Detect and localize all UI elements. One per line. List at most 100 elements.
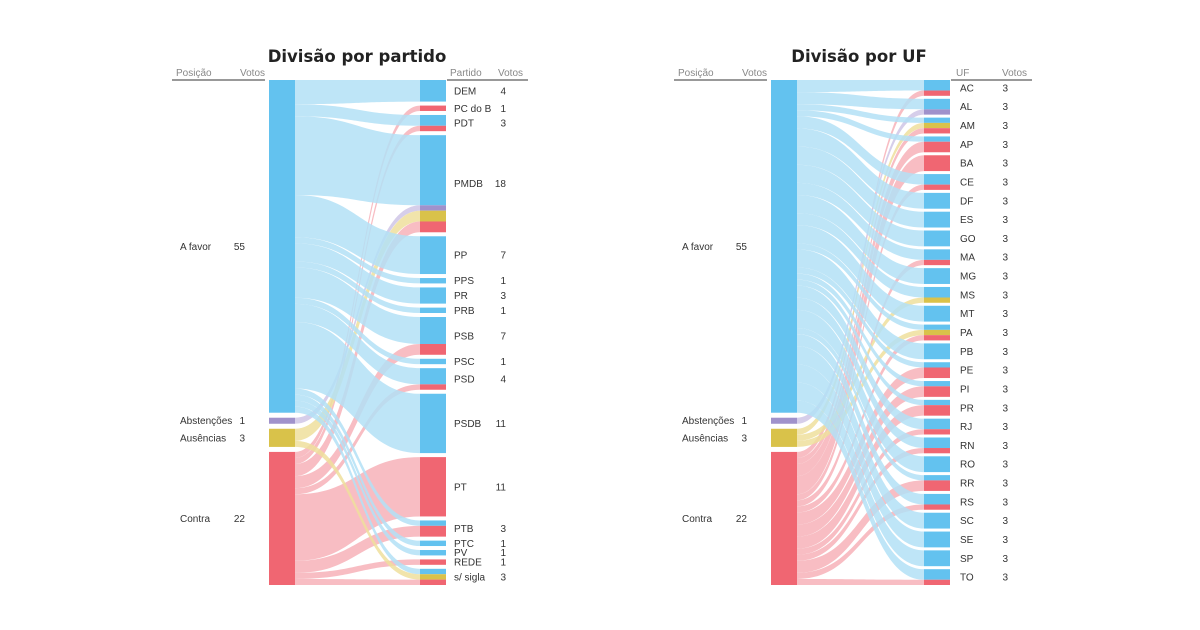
group-votes: 3: [1002, 215, 1008, 226]
group-label: DF: [960, 196, 973, 207]
group-segment-contra: [924, 128, 950, 134]
right-header-label: UF: [956, 68, 969, 79]
group-segment-favor: [420, 520, 446, 526]
group-segment-favor: [420, 287, 446, 304]
group-segment-favor: [420, 135, 446, 206]
group-segment-favor: [420, 317, 446, 344]
group-votes: 3: [1002, 234, 1008, 245]
flow-favor: [797, 346, 924, 529]
group-votes: 18: [495, 179, 507, 190]
group-segment-favor: [924, 305, 950, 322]
right-header-label: Partido: [450, 68, 482, 79]
group-segment-contra: [924, 335, 950, 341]
group-votes: 3: [1002, 554, 1008, 565]
chart-title: Divisão por partido: [268, 47, 447, 66]
group-segment-favor: [924, 286, 950, 298]
flow-contra: [295, 578, 420, 585]
group-segment-favor: [420, 568, 446, 575]
flow-contra: [797, 578, 924, 585]
group-label: AL: [960, 102, 973, 113]
group-votes: 3: [1002, 573, 1008, 584]
group-segment-favor: [924, 117, 950, 123]
group-votes: 3: [1002, 403, 1008, 414]
group-votes: 3: [1002, 366, 1008, 377]
group-segment-favor: [924, 192, 950, 209]
flow-favor: [797, 364, 924, 548]
group-label: PTC: [454, 539, 474, 550]
flow-favor: [295, 388, 420, 526]
group-votes: 3: [1002, 102, 1008, 113]
group-label: RS: [960, 497, 974, 508]
flow-favor: [797, 213, 924, 298]
group-votes: 3: [1002, 422, 1008, 433]
position-votes: 1: [741, 416, 747, 427]
group-votes: 11: [496, 419, 507, 430]
group-votes: 1: [500, 548, 506, 559]
group-segment-contra: [420, 125, 446, 132]
group-votes: 3: [500, 524, 506, 535]
flow-favor: [797, 285, 924, 430]
group-votes: 1: [500, 558, 506, 569]
group-segment-contra: [924, 367, 950, 379]
flow-favor: [797, 334, 924, 505]
group-label: PSB: [454, 331, 474, 342]
group-segment-contra: [420, 221, 446, 233]
flow-ausencia: [295, 210, 420, 441]
group-label: PA: [960, 328, 973, 339]
group-segment-contra: [924, 579, 950, 585]
chart-title: Divisão por UF: [791, 47, 927, 66]
group-label: RO: [960, 460, 975, 471]
group-votes: 7: [500, 331, 506, 342]
position-votes: 1: [239, 416, 245, 427]
group-label: MG: [960, 272, 976, 283]
position-votes: 3: [741, 433, 747, 444]
flow-contra: [797, 128, 924, 465]
left-header-value: Votos: [742, 68, 767, 79]
group-bars: [924, 80, 950, 585]
group-votes: 3: [1002, 441, 1008, 452]
flow-contra: [295, 384, 420, 495]
group-segment-favor: [420, 393, 446, 454]
group-segment-ausencia: [924, 329, 950, 336]
position-bar-contra: [269, 451, 295, 585]
group-segment-contra: [420, 343, 446, 355]
group-segment-contra: [420, 525, 446, 537]
group-votes: 1: [500, 104, 506, 115]
group-label: PR: [960, 403, 974, 414]
flow-favor: [295, 400, 420, 556]
group-label: AM: [960, 121, 975, 132]
group-votes: 3: [1002, 290, 1008, 301]
group-label: CE: [960, 177, 974, 188]
group-votes: 3: [1002, 516, 1008, 527]
group-label: PI: [960, 384, 969, 395]
left-header-label: Posição: [176, 68, 212, 79]
group-segment-favor: [420, 114, 446, 126]
group-votes: 3: [1002, 83, 1008, 94]
group-votes: 3: [1002, 140, 1008, 151]
group-votes: 3: [1002, 479, 1008, 490]
group-label: PT: [454, 482, 467, 493]
group-votes: 3: [1002, 384, 1008, 395]
group-bars: [420, 80, 446, 585]
flow-favor: [295, 261, 420, 314]
group-segment-ausencia: [420, 574, 446, 580]
group-segment-favor: [420, 307, 446, 314]
left-header-value: Votos: [240, 68, 265, 79]
group-segment-contra: [924, 259, 950, 266]
group-segment-contra: [420, 559, 446, 565]
group-segment-favor: [924, 512, 950, 529]
position-votes: 55: [234, 242, 246, 253]
group-label: PV: [454, 548, 468, 559]
group-label: PRB: [454, 306, 475, 317]
group-label: SE: [960, 535, 974, 546]
flow-favor: [797, 182, 924, 260]
group-segment-favor: [420, 550, 446, 556]
group-label: REDE: [454, 558, 482, 569]
group-segment-contra: [924, 504, 950, 510]
group-segment-contra: [924, 405, 950, 416]
flow-favor: [797, 297, 924, 449]
flow-favor: [797, 400, 924, 580]
flow-contra: [797, 480, 924, 573]
flow-favor: [797, 249, 924, 360]
group-segment-contra: [420, 457, 446, 517]
